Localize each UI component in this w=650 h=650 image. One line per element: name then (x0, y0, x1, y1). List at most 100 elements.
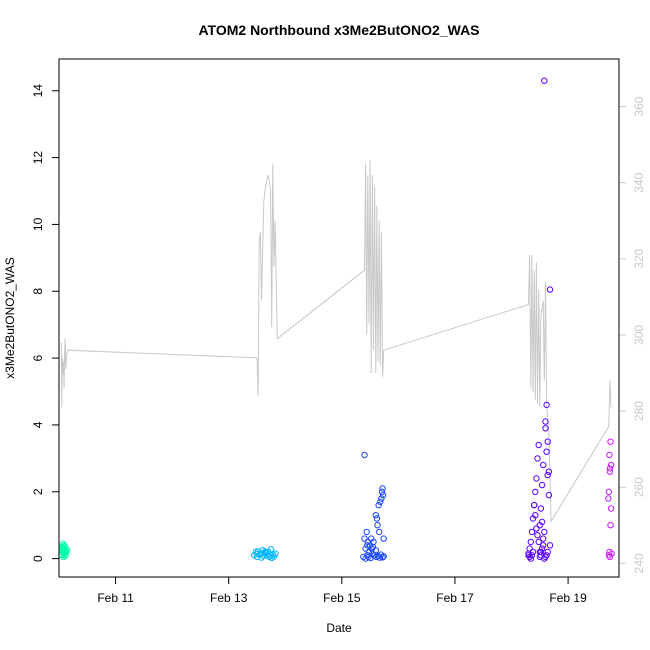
y-tick-label: 12 (31, 151, 45, 165)
axes-layer: Feb 11 Feb 13 Feb 15 Feb 17 Feb 19 0 2 4 6 8 10 12 1… (31, 84, 646, 605)
data-point (541, 77, 548, 84)
data-point (542, 425, 549, 432)
data-point (527, 555, 534, 562)
data-point (528, 528, 536, 536)
data-point (605, 488, 612, 495)
data-point (372, 547, 379, 554)
data-point (531, 501, 538, 509)
data-point (535, 441, 542, 449)
data-point (538, 481, 546, 489)
data-point (544, 438, 551, 445)
data-point (533, 525, 540, 532)
y-axis-label: x3Me2ButONO2_WAS (3, 257, 17, 379)
data-point (527, 538, 534, 546)
data-point (372, 512, 379, 519)
data-point (379, 485, 386, 492)
data-point (533, 475, 540, 482)
data-point (534, 455, 541, 462)
data-point (363, 528, 370, 536)
y-tick-label: 4 (31, 421, 45, 428)
data-point (536, 553, 543, 561)
data-point (380, 553, 387, 560)
data-point (544, 548, 551, 556)
data-point (368, 545, 375, 552)
data-point (379, 491, 387, 499)
data-point (532, 488, 539, 495)
data-point (361, 535, 368, 542)
data-point (60, 553, 67, 561)
data-point (606, 465, 614, 472)
y-tick-label: 10 (31, 217, 45, 231)
x-tick-label: Feb 17 (436, 591, 474, 605)
data-point (377, 498, 384, 505)
data-point (607, 505, 615, 512)
y-tick-label: 8 (31, 288, 45, 295)
data-point (540, 535, 547, 542)
data-point (253, 550, 261, 558)
data-point (532, 512, 539, 519)
x-tick-label: Feb 11 (97, 591, 134, 605)
chart-title: ATOM2 Northbound x3Me2ButONO2_WAS (198, 22, 479, 38)
y-tick-label: 14 (31, 84, 45, 98)
data-point (545, 468, 553, 475)
data-point (543, 448, 550, 455)
data-point (606, 468, 614, 475)
data-point (535, 538, 542, 546)
data-point (378, 495, 385, 502)
y-tick-label: 0 (31, 555, 45, 562)
data-point (606, 451, 613, 459)
data-point (376, 554, 383, 561)
data-point (534, 532, 541, 539)
data-point (370, 538, 377, 546)
points-layer (58, 77, 615, 562)
data-point (378, 488, 386, 495)
plot-frame (58, 58, 620, 578)
data-point (608, 550, 615, 557)
y-tick-label: 6 (31, 354, 45, 361)
y-tick-label: 2 (31, 488, 45, 495)
data-point (526, 545, 533, 552)
data-point (607, 522, 614, 529)
data-point (540, 461, 547, 469)
data-point (546, 542, 554, 549)
y2-tick-label: 260 (632, 477, 646, 497)
data-point (545, 491, 553, 499)
line-series (60, 159, 612, 524)
data-point (544, 471, 551, 479)
data-point (606, 553, 614, 561)
data-point (605, 495, 612, 502)
x-tick-label: Feb 19 (549, 591, 587, 605)
data-point (373, 515, 381, 522)
data-point (538, 518, 546, 526)
y2-tick-label: 240 (632, 553, 646, 573)
line-layer (60, 159, 612, 524)
y2-tick-label: 280 (632, 401, 646, 421)
data-point (607, 461, 615, 469)
data-point (364, 542, 371, 549)
data-point (525, 550, 532, 557)
y2-tick-label: 320 (632, 248, 646, 268)
data-point (541, 528, 548, 536)
data-point (268, 554, 275, 562)
data-point (362, 545, 369, 552)
data-point (526, 553, 533, 561)
y2-tick-label: 360 (632, 96, 646, 116)
data-point (542, 418, 549, 425)
data-point (63, 548, 70, 556)
x-axis-label: Date (326, 621, 352, 635)
data-point (374, 522, 381, 529)
data-point (607, 438, 614, 445)
data-point (375, 501, 382, 509)
y2-tick-label: 300 (632, 325, 646, 345)
data-point (543, 401, 550, 409)
x-tick-label: Feb 15 (323, 591, 361, 605)
data-point (261, 548, 269, 555)
data-point (537, 552, 545, 559)
data-point (540, 542, 547, 549)
data-point (258, 554, 265, 561)
x-tick-label: Feb 13 (210, 591, 248, 605)
data-point (379, 554, 386, 561)
data-point (380, 535, 387, 542)
data-point (376, 528, 383, 536)
